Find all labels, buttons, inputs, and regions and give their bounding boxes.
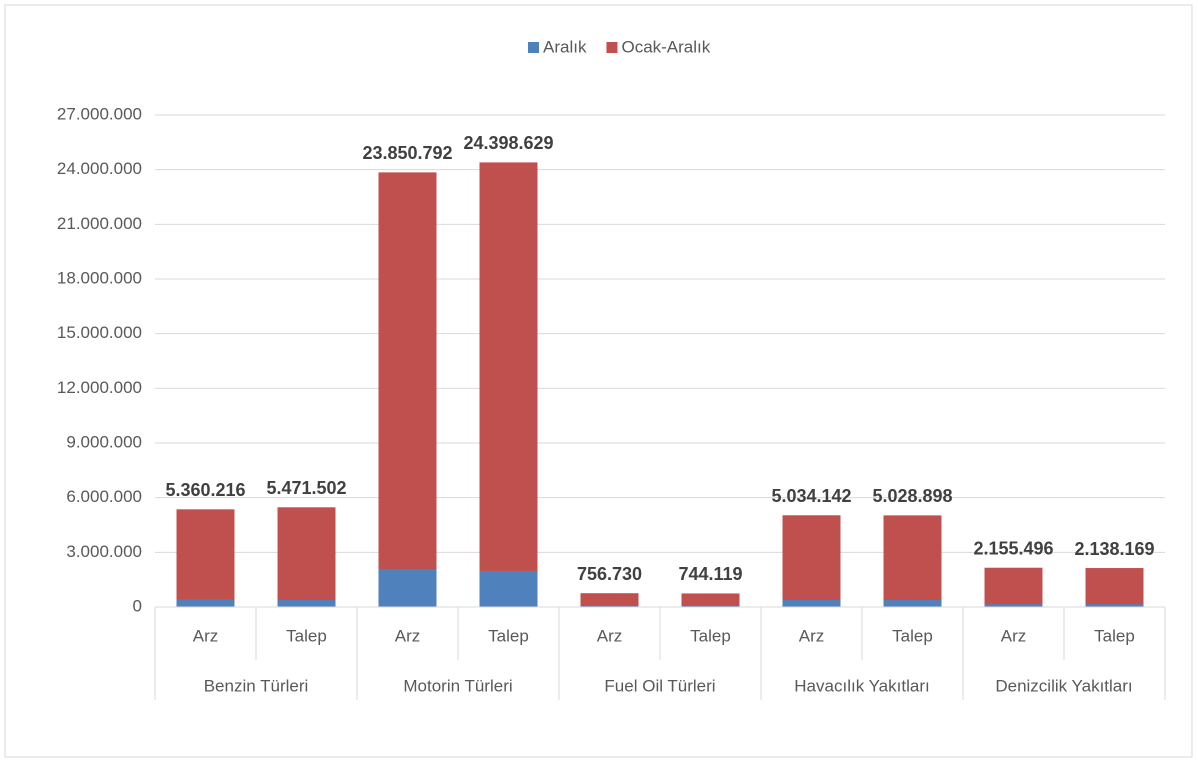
y-tick-label: 3.000.000 [66,542,142,561]
data-label: 5.028.898 [872,486,952,506]
data-label: 24.398.629 [463,133,553,153]
data-label: 5.034.142 [771,486,851,506]
y-tick-label: 9.000.000 [66,432,142,451]
legend-label: Aralık [543,37,587,56]
data-label: 5.360.216 [165,480,245,500]
x-tick-label: Arz [799,626,825,645]
bar [277,600,336,607]
x-tick-label: Talep [488,626,529,645]
data-label: 23.850.792 [362,143,452,163]
bar [580,593,639,607]
chart-border [4,4,1193,758]
bar [1085,568,1144,607]
data-label: 2.138.169 [1074,539,1154,559]
x-group-label: Motorin Türleri [403,676,512,695]
y-tick-label: 0 [133,596,142,615]
y-tick-label: 6.000.000 [66,487,142,506]
bar [681,593,740,607]
bar [378,568,437,607]
bar [479,162,538,607]
bar [681,605,740,607]
x-tick-label: Talep [690,626,731,645]
bar [176,599,235,607]
x-group-label: Benzin Türleri [204,676,309,695]
legend-swatch [606,42,618,53]
y-tick-label: 18.000.000 [57,268,142,287]
data-label: 744.119 [678,564,742,584]
x-group-label: Denizcilik Yakıtları [995,676,1132,695]
bar [378,172,437,608]
data-label: 5.471.502 [266,478,346,498]
legend-label: Ocak-Aralık [621,37,710,56]
y-tick-label: 15.000.000 [57,323,142,342]
x-group-label: Fuel Oil Türleri [604,676,715,695]
bar [984,567,1043,607]
bar [176,509,235,607]
y-tick-label: 27.000.000 [57,104,142,123]
x-tick-label: Arz [1001,626,1027,645]
bar [883,515,942,607]
x-tick-label: Arz [193,626,219,645]
data-label: 2.155.496 [973,538,1053,558]
x-tick-label: Talep [892,626,933,645]
bar [883,600,942,607]
x-group-label: Havacılık Yakıtları [794,676,929,695]
x-tick-label: Talep [1094,626,1135,645]
bar [479,570,538,607]
data-label: 756.730 [577,564,642,584]
bar [984,604,1043,607]
bar [580,605,639,607]
x-tick-label: Talep [286,626,327,645]
y-tick-label: 12.000.000 [57,378,142,397]
bar [277,507,336,607]
x-tick-label: Arz [395,626,421,645]
x-tick-label: Arz [597,626,623,645]
bar [1085,604,1144,607]
y-tick-label: 24.000.000 [57,159,142,178]
bar [782,600,841,607]
y-tick-label: 21.000.000 [57,214,142,233]
legend-swatch [528,42,539,53]
bar [782,515,841,607]
